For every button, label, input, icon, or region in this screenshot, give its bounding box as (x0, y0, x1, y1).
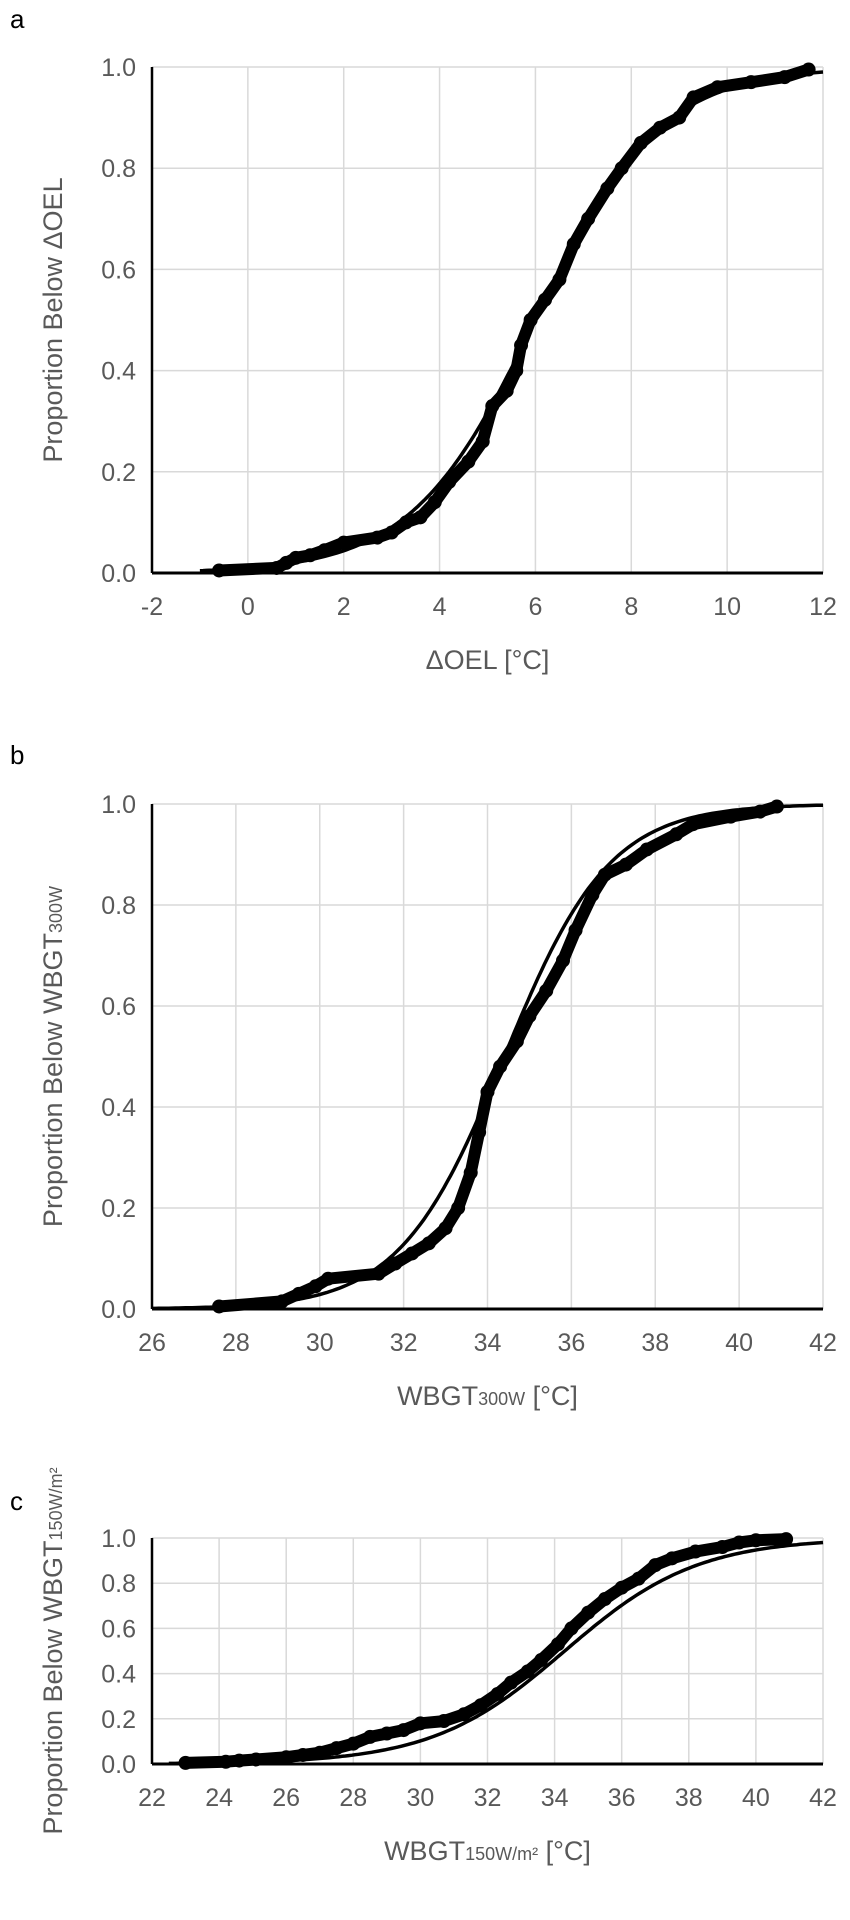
x-tick-label: 26 (138, 1329, 166, 1357)
x-tick-label: 38 (675, 1784, 703, 1812)
x-tick-label: 40 (725, 1329, 753, 1357)
x-tick-label: 26 (272, 1784, 300, 1812)
y-tick-label: 0.6 (101, 993, 136, 1021)
fitted-curve (199, 70, 824, 573)
y-tick-label: 0.4 (101, 1094, 136, 1122)
x-tick-label: 34 (541, 1784, 569, 1812)
y-tick-label: 0.2 (101, 1706, 136, 1734)
y-axis-label-main: Proportion Below WBGT (38, 1540, 68, 1834)
y-tick-label: 0.0 (101, 1751, 136, 1779)
x-tick-label: 36 (557, 1329, 585, 1357)
x-tick-label: 0 (241, 593, 255, 621)
y-axis-label-main: Proportion Below WBGT (38, 933, 68, 1227)
y-tick-label: 0.8 (101, 1570, 136, 1598)
y-axis-label-subscript: 300W (46, 886, 66, 933)
panel-label: c (10, 1486, 23, 1516)
x-axis-label-main: WBGT (397, 1381, 478, 1411)
y-tick-label: 1.0 (101, 791, 136, 819)
x-tick-label: 22 (138, 1784, 166, 1812)
x-axis-label-suffix: [°C] (538, 1836, 591, 1866)
x-axis-label-subscript: 300W (478, 1389, 525, 1409)
x-axis-label-main: WBGT (384, 1836, 465, 1866)
x-tick-label: 30 (406, 1784, 434, 1812)
y-tick-label: 0.4 (101, 1661, 136, 1689)
x-axis-label: ΔOEL [°C] (426, 645, 550, 675)
fitted-curve (168, 1540, 824, 1766)
x-axis-label-main: ΔOEL [°C] (426, 645, 550, 675)
x-tick-label: 10 (713, 593, 741, 621)
x-tick-label: 6 (528, 593, 542, 621)
panel-label: a (10, 4, 25, 34)
x-tick-label: 38 (641, 1329, 669, 1357)
chart-panel-b: b 26 28 30 32 34 36 38 40 42 0.0 0.2 0.4 0.6 0.8 1.0 WBG… (10, 740, 837, 1411)
x-tick-label: 36 (608, 1784, 636, 1812)
chart-panel-a: a -2 0 2 4 6 8 10 12 0.0 0.2 0.4 0.6 0.8 1.0 ΔOEL [°C] P… (10, 4, 837, 675)
x-tick-label: 42 (809, 1329, 837, 1357)
y-axis-label: Proportion Below WBGT150W/m² (38, 1467, 68, 1834)
y-tick-label: 0.8 (101, 155, 136, 183)
x-tick-label: 28 (339, 1784, 367, 1812)
y-tick-label: 0.4 (101, 358, 136, 386)
y-tick-label: 0.2 (101, 1195, 136, 1223)
x-tick-label: 32 (390, 1329, 418, 1357)
y-tick-label: 0.6 (101, 1615, 136, 1643)
x-axis-label-suffix: [°C] (525, 1381, 578, 1411)
data-series-band (213, 800, 783, 1313)
y-tick-label: 0.0 (101, 1296, 136, 1324)
y-axis-label: Proportion Below ΔOEL (38, 177, 68, 462)
x-tick-label: 2 (337, 593, 351, 621)
y-tick-label: 0.6 (101, 256, 136, 284)
y-axis-label: Proportion Below WBGT300W (38, 886, 68, 1227)
x-axis-label: WBGT300W [°C] (397, 1381, 578, 1411)
x-tick-label: 32 (474, 1784, 502, 1812)
x-tick-label: 4 (433, 593, 447, 621)
y-axis-label-main: Proportion Below ΔOEL (38, 177, 68, 462)
x-tick-label: 8 (624, 593, 638, 621)
x-tick-label: -2 (141, 593, 163, 621)
fitted-curve (152, 803, 823, 1311)
data-series-band (179, 1533, 793, 1769)
x-axis-label-subscript: 150W/m² (465, 1844, 538, 1864)
y-tick-label: 0.8 (101, 892, 136, 920)
y-tick-label: 0.2 (101, 459, 136, 487)
x-tick-label: 42 (809, 1784, 837, 1812)
data-series-band (213, 63, 815, 577)
y-axis-label-subscript: 150W/m² (46, 1467, 66, 1540)
x-tick-label: 30 (306, 1329, 334, 1357)
x-tick-label: 40 (742, 1784, 770, 1812)
x-tick-label: 12 (809, 593, 837, 621)
x-axis-label: WBGT150W/m² [°C] (384, 1836, 591, 1866)
x-tick-label: 34 (474, 1329, 502, 1357)
y-tick-label: 0.0 (101, 560, 136, 588)
x-tick-label: 28 (222, 1329, 250, 1357)
x-tick-label: 24 (205, 1784, 233, 1812)
y-tick-label: 1.0 (101, 1525, 136, 1553)
chart-panel-c: c 22 24 26 28 30 32 34 36 38 40 42 0.0 0.2 0.4 0.6 0.8 1.… (10, 1467, 837, 1866)
panel-label: b (10, 740, 24, 770)
y-tick-label: 1.0 (101, 54, 136, 82)
